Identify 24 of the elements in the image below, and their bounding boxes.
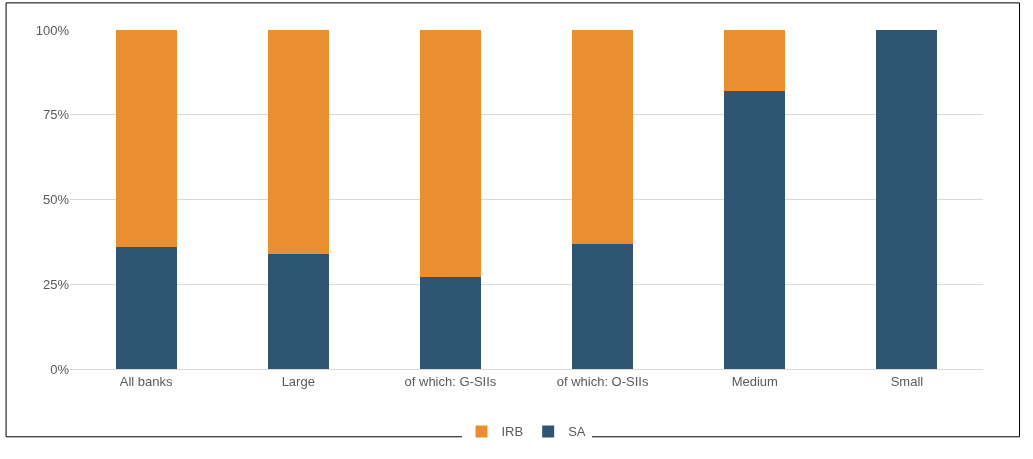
x-tick-label: All banks xyxy=(119,373,173,389)
legend-label: SA xyxy=(568,424,586,440)
y-tick-label: 0% xyxy=(50,361,70,377)
y-tick-label: 50% xyxy=(42,192,70,208)
bar xyxy=(267,253,329,369)
x-tick-label: of which: O-SIIs xyxy=(556,373,649,389)
x-tick-label: Small xyxy=(890,373,924,389)
bar xyxy=(572,243,634,369)
y-tick-label: 100% xyxy=(35,22,70,38)
bar xyxy=(115,30,177,247)
bar xyxy=(724,30,786,92)
bar xyxy=(115,246,177,369)
bar xyxy=(419,277,481,369)
y-tick-label: 25% xyxy=(42,276,70,292)
bar xyxy=(572,30,634,244)
bar xyxy=(267,30,329,254)
bar xyxy=(419,30,481,278)
x-tick-label: Large xyxy=(281,373,315,389)
y-tick-label: 75% xyxy=(42,107,70,123)
bar xyxy=(724,91,786,369)
x-tick-label: Medium xyxy=(731,373,778,389)
bar xyxy=(876,30,938,369)
legend-label: IRB xyxy=(501,424,524,440)
x-tick-label: of which: G-SIIs xyxy=(404,373,497,389)
